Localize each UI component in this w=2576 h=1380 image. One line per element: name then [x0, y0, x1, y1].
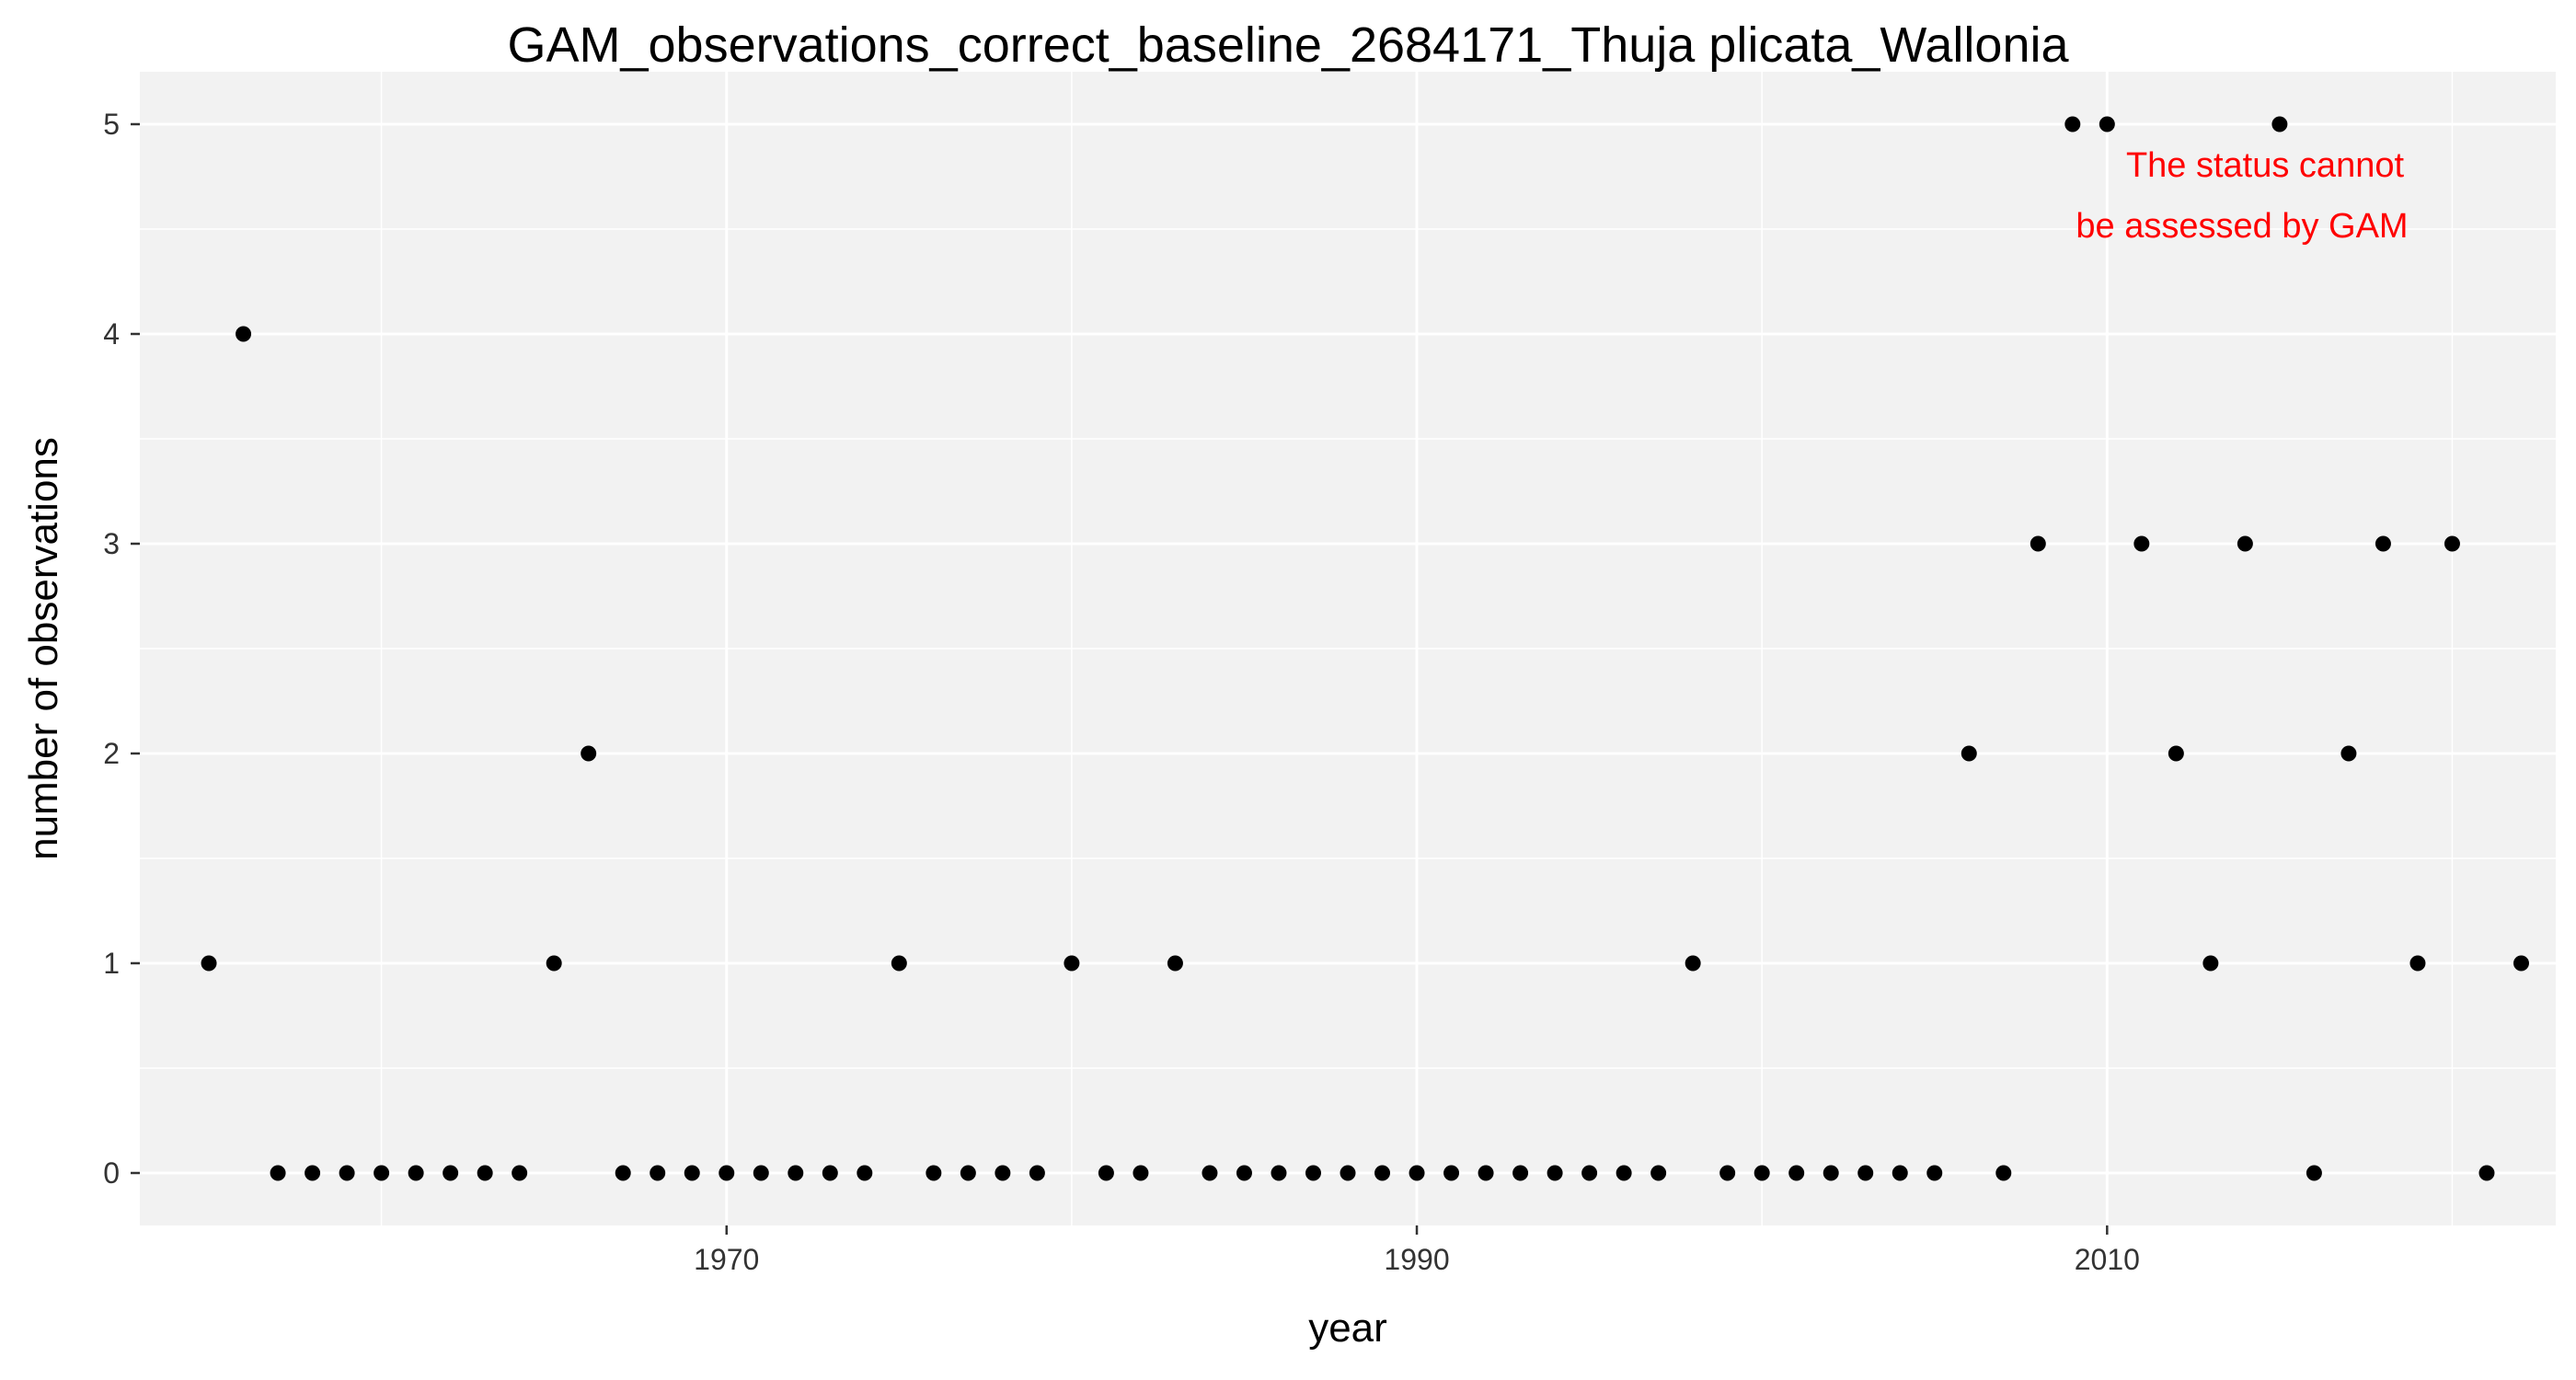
data-point	[1478, 1165, 1494, 1181]
data-point	[2168, 745, 2184, 762]
data-point	[201, 955, 217, 972]
annotation-line-1: The status cannot	[2126, 146, 2405, 185]
data-point	[615, 1165, 631, 1181]
data-point	[1892, 1165, 1908, 1181]
data-point	[1374, 1165, 1391, 1181]
data-point	[2099, 116, 2115, 132]
data-point	[1064, 955, 1080, 972]
data-points	[201, 116, 2529, 1181]
y-tick-label: 3	[103, 527, 120, 560]
data-point	[1202, 1165, 1218, 1181]
data-point	[408, 1165, 424, 1181]
data-point	[1581, 1165, 1598, 1181]
data-point	[1788, 1165, 1805, 1181]
data-point	[374, 1165, 390, 1181]
data-point	[2030, 535, 2046, 552]
chart-title: GAM_observations_correct_baseline_268417…	[507, 17, 2069, 73]
data-point	[2478, 1165, 2495, 1181]
annotation-line-2: be assessed by GAM	[2076, 207, 2408, 246]
data-point	[926, 1165, 942, 1181]
data-point	[650, 1165, 666, 1181]
data-point	[339, 1165, 355, 1181]
x-tick-label: 1990	[1384, 1243, 1449, 1276]
x-axis-label: year	[1308, 1305, 1387, 1351]
data-point	[1616, 1165, 1632, 1181]
data-point	[1271, 1165, 1287, 1181]
data-point	[788, 1165, 804, 1181]
data-point	[1236, 1165, 1252, 1181]
y-tick-label: 5	[103, 108, 120, 141]
axis-ticks	[131, 122, 2109, 1235]
data-point	[1443, 1165, 1460, 1181]
data-point	[305, 1165, 321, 1181]
data-point	[2306, 1165, 2322, 1181]
major-gridlines	[140, 72, 2556, 1225]
data-point	[2340, 745, 2357, 762]
data-point	[891, 955, 907, 972]
x-tick-label: 1970	[694, 1243, 759, 1276]
data-point	[960, 1165, 976, 1181]
data-point	[1512, 1165, 1529, 1181]
data-point	[2202, 955, 2219, 972]
data-point	[719, 1165, 735, 1181]
y-axis-label: number of observations	[21, 437, 66, 860]
data-point	[1961, 745, 1977, 762]
data-point	[581, 745, 597, 762]
data-point	[1133, 1165, 1149, 1181]
data-point	[1029, 1165, 1045, 1181]
data-point	[857, 1165, 873, 1181]
tick-labels: 1970 1990 2010 0 1 2 3 4 5	[103, 108, 2140, 1276]
data-point	[236, 326, 252, 342]
y-tick-label: 4	[103, 317, 120, 351]
data-point	[684, 1165, 700, 1181]
data-point	[512, 1165, 528, 1181]
y-tick-label: 0	[103, 1156, 120, 1190]
data-point	[1719, 1165, 1736, 1181]
data-point	[1995, 1165, 2012, 1181]
x-tick-label: 2010	[2075, 1243, 2140, 1276]
data-point	[753, 1165, 769, 1181]
data-point	[995, 1165, 1011, 1181]
data-point	[443, 1165, 459, 1181]
data-point	[1926, 1165, 1943, 1181]
data-point	[270, 1165, 286, 1181]
y-tick-label: 2	[103, 737, 120, 770]
data-point	[1167, 955, 1183, 972]
data-point	[822, 1165, 838, 1181]
data-point	[1650, 1165, 1667, 1181]
data-point	[1340, 1165, 1356, 1181]
data-point	[2444, 535, 2460, 552]
data-point	[2133, 535, 2150, 552]
y-tick-label: 1	[103, 947, 120, 980]
data-point	[1685, 955, 1701, 972]
data-point	[2375, 535, 2391, 552]
data-point	[1754, 1165, 1770, 1181]
data-point	[1823, 1165, 1839, 1181]
data-point	[1305, 1165, 1321, 1181]
data-point	[2513, 955, 2529, 972]
data-point	[1098, 1165, 1114, 1181]
data-point	[1857, 1165, 1874, 1181]
data-point	[1547, 1165, 1563, 1181]
data-point	[2271, 116, 2288, 132]
data-point	[1409, 1165, 1425, 1181]
data-point	[546, 955, 562, 972]
data-point	[477, 1165, 493, 1181]
data-point	[2064, 116, 2081, 132]
data-point	[2237, 535, 2253, 552]
minor-gridlines	[140, 72, 2556, 1225]
data-point	[2409, 955, 2426, 972]
